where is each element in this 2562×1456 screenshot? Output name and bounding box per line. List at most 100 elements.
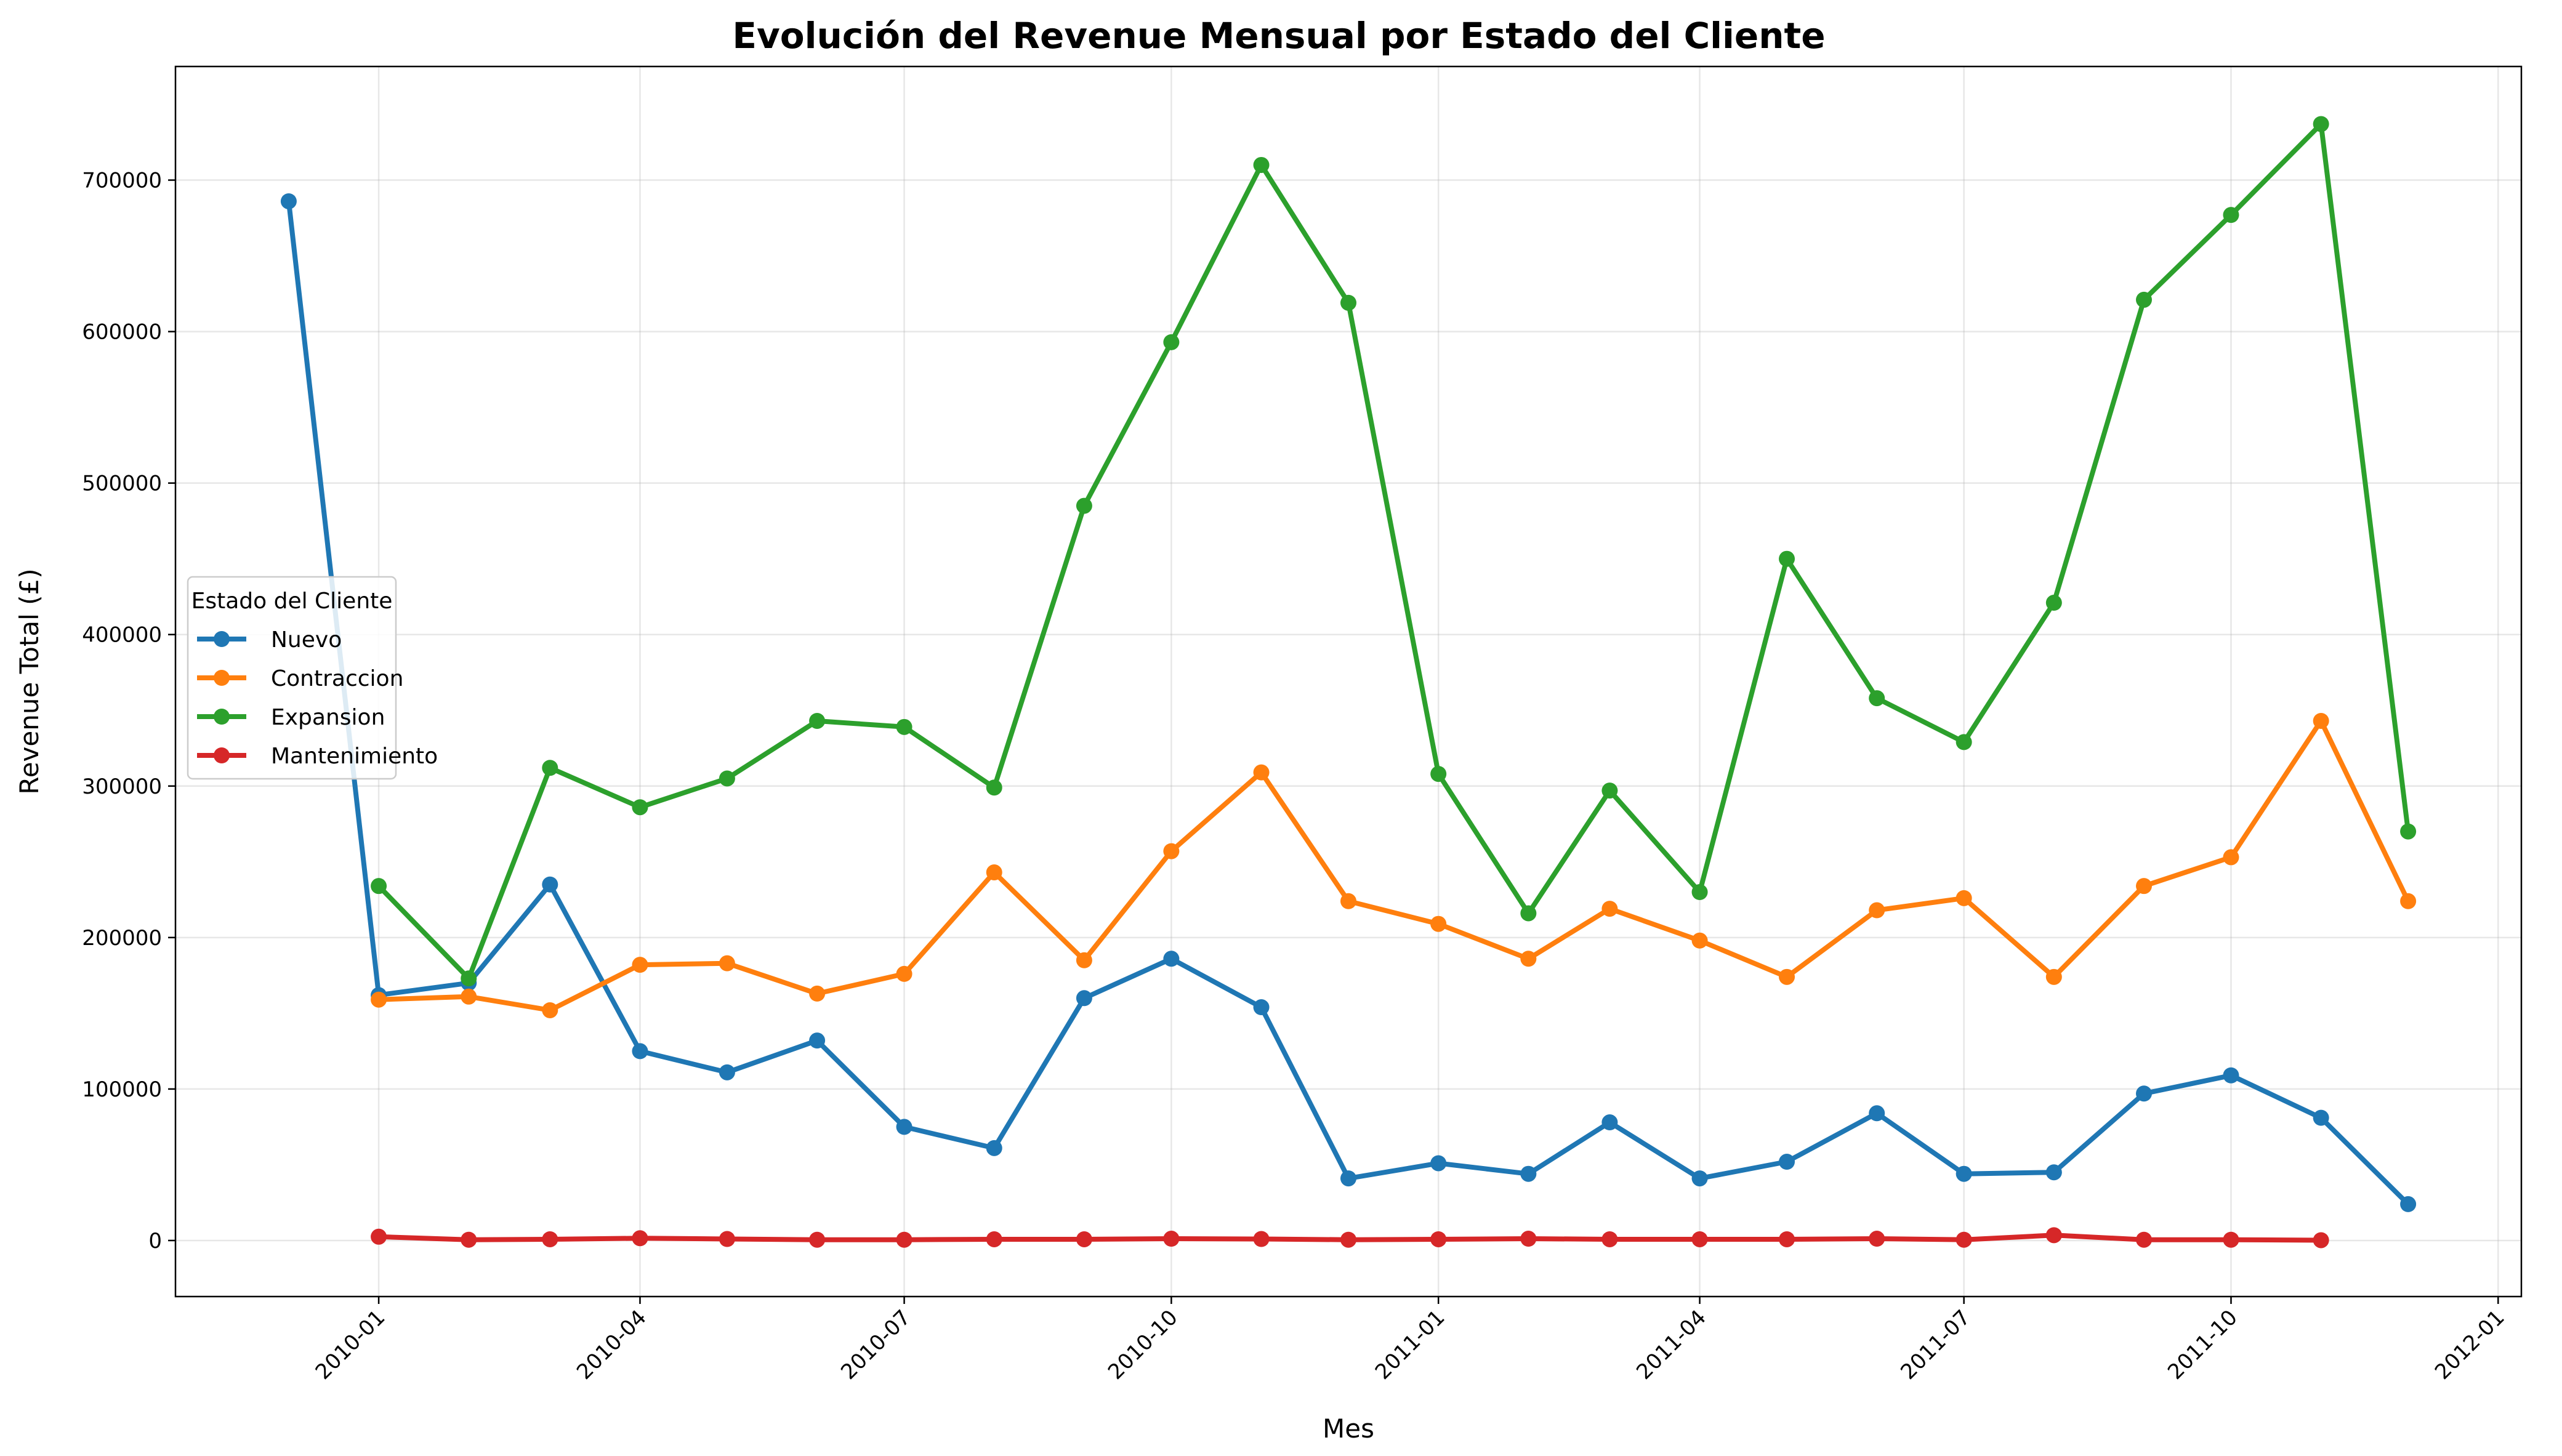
data-point-expansion: [809, 712, 826, 729]
data-point-contraccion: [1163, 843, 1180, 859]
data-point-nuevo: [1340, 1170, 1356, 1187]
data-point-expansion: [1430, 766, 1447, 782]
legend-swatch-marker: [214, 747, 230, 763]
data-point-expansion: [2400, 823, 2417, 840]
legend: Estado del Cliente Nuevo Contraccion Expan…: [187, 576, 438, 780]
y-tick-label: 400000: [82, 623, 162, 648]
data-point-mantenimiento: [1076, 1231, 1092, 1247]
data-point-contraccion: [1956, 890, 1972, 906]
data-point-mantenimiento: [1869, 1231, 1885, 1247]
y-tick-label: 500000: [82, 472, 162, 496]
data-point-contraccion: [1520, 951, 1537, 967]
series-line-expansion: [376, 121, 2411, 981]
data-point-mantenimiento: [1691, 1231, 1708, 1247]
data-point-mantenimiento: [542, 1231, 558, 1247]
data-point-nuevo: [1163, 951, 1180, 967]
y-tick-label: 100000: [82, 1077, 162, 1102]
legend-item-contraccion: Contraccion: [197, 666, 403, 691]
data-point-expansion: [461, 970, 477, 987]
data-point-mantenimiento: [1163, 1231, 1180, 1247]
legend-item-nuevo: Nuevo: [197, 627, 342, 653]
data-point-mantenimiento: [2045, 1227, 2062, 1244]
series-expansion: [371, 116, 2417, 987]
data-point-mantenimiento: [719, 1231, 735, 1247]
data-point-contraccion: [1253, 764, 1270, 781]
data-point-mantenimiento: [2223, 1231, 2239, 1248]
data-point-contraccion: [986, 864, 1002, 881]
data-point-expansion: [896, 718, 912, 735]
legend-label: Mantenimiento: [271, 744, 438, 769]
data-point-nuevo: [896, 1119, 912, 1135]
data-point-nuevo: [719, 1064, 735, 1080]
data-point-expansion: [986, 779, 1002, 796]
data-point-nuevo: [1601, 1114, 1618, 1131]
data-point-nuevo: [542, 876, 558, 893]
series-mantenimiento: [371, 1227, 2329, 1249]
data-point-nuevo: [2223, 1067, 2239, 1084]
data-point-expansion: [1163, 334, 1180, 350]
data-point-mantenimiento: [2136, 1231, 2153, 1248]
data-point-nuevo: [2400, 1196, 2417, 1212]
data-point-nuevo: [1869, 1105, 1885, 1122]
series-line-contraccion: [376, 718, 2411, 1013]
legend-item-expansion: Expansion: [197, 705, 385, 730]
data-point-contraccion: [809, 985, 826, 1002]
legend-swatch-marker: [214, 709, 230, 725]
data-point-contraccion: [2223, 849, 2239, 866]
data-point-contraccion: [2400, 893, 2417, 909]
data-point-nuevo: [2313, 1109, 2329, 1126]
data-point-nuevo: [1956, 1165, 1972, 1182]
legend-label: Contraccion: [271, 666, 403, 691]
data-point-contraccion: [371, 991, 387, 1008]
legend-item-mantenimiento: Mantenimiento: [197, 744, 438, 769]
data-point-expansion: [632, 799, 648, 816]
data-point-expansion: [371, 878, 387, 895]
data-point-expansion: [1076, 497, 1092, 514]
data-point-mantenimiento: [896, 1231, 912, 1248]
data-point-mantenimiento: [986, 1231, 1002, 1247]
data-point-mantenimiento: [461, 1231, 477, 1248]
data-point-contraccion: [461, 988, 477, 1005]
data-point-expansion: [542, 760, 558, 776]
data-point-mantenimiento: [1956, 1231, 1972, 1248]
data-point-mantenimiento: [1779, 1231, 1795, 1247]
data-point-mantenimiento: [371, 1228, 387, 1245]
data-point-expansion: [2045, 595, 2062, 611]
data-point-mantenimiento: [2313, 1232, 2329, 1249]
data-point-contraccion: [1779, 968, 1795, 985]
data-point-expansion: [1869, 690, 1885, 707]
series-layer: [280, 116, 2417, 1249]
data-point-nuevo: [1430, 1155, 1447, 1172]
legend-title: Estado del Cliente: [191, 589, 393, 614]
grid-lines: [175, 66, 2521, 1297]
legend-swatch-marker: [214, 631, 230, 647]
y-tick-label: 200000: [82, 926, 162, 951]
data-point-contraccion: [1601, 901, 1618, 917]
y-tick-label: 0: [148, 1229, 162, 1253]
data-point-expansion: [2313, 116, 2329, 132]
data-point-expansion: [1691, 884, 1708, 901]
data-point-expansion: [1956, 734, 1972, 750]
data-point-nuevo: [809, 1032, 826, 1049]
data-point-nuevo: [632, 1043, 648, 1060]
plot-frame: [174, 65, 2523, 1298]
data-point-mantenimiento: [632, 1230, 648, 1247]
data-point-mantenimiento: [809, 1231, 826, 1248]
data-point-expansion: [2136, 291, 2153, 308]
data-point-mantenimiento: [1520, 1231, 1537, 1247]
data-point-contraccion: [1691, 932, 1708, 949]
data-point-mantenimiento: [1253, 1231, 1270, 1247]
data-point-nuevo: [986, 1140, 1002, 1156]
data-point-expansion: [719, 770, 735, 787]
data-point-nuevo: [280, 193, 297, 209]
y-tick-label: 600000: [82, 320, 162, 345]
data-point-mantenimiento: [1340, 1231, 1356, 1248]
data-point-contraccion: [542, 1002, 558, 1018]
data-point-expansion: [1520, 905, 1537, 922]
data-point-nuevo: [2045, 1164, 2062, 1181]
data-point-contraccion: [1076, 952, 1092, 968]
legend-label: Expansion: [271, 705, 385, 730]
y-tick-label: 300000: [82, 774, 162, 799]
data-point-expansion: [1340, 294, 1356, 311]
